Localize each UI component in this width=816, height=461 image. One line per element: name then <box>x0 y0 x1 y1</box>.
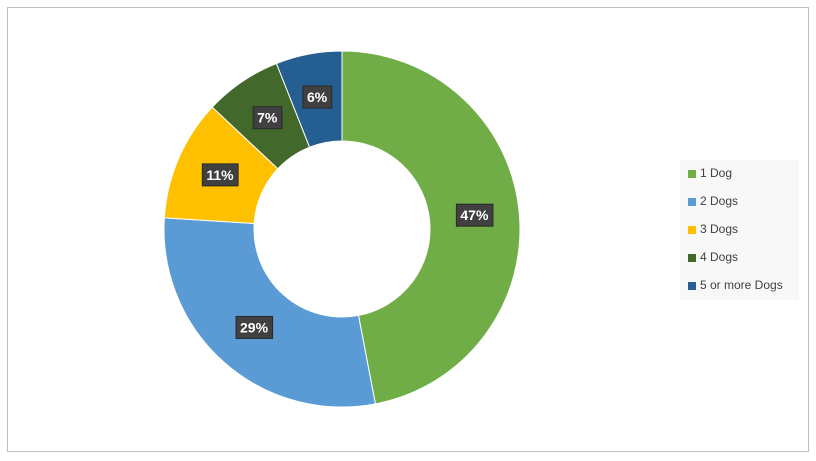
legend-label: 2 Dogs <box>700 194 738 208</box>
legend-swatch <box>688 198 696 206</box>
data-label-box <box>455 203 494 227</box>
legend-box <box>680 160 799 300</box>
legend-swatch <box>688 170 696 178</box>
legend-label: 5 or more Dogs <box>700 278 783 292</box>
data-label: 29% <box>240 319 269 335</box>
legend-swatch <box>688 254 696 262</box>
data-label: 6% <box>307 89 328 105</box>
data-label: 47% <box>460 207 489 223</box>
slice <box>163 217 376 408</box>
data-label-box <box>201 163 239 187</box>
legend-label: 4 Dogs <box>700 250 738 264</box>
legend-swatch <box>688 282 696 290</box>
data-label-box <box>302 85 333 109</box>
data-label-box <box>235 315 274 339</box>
legend-label: 3 Dogs <box>700 222 738 236</box>
slice <box>341 50 521 405</box>
legend-label: 1 Dog <box>700 166 732 180</box>
data-label-box <box>252 106 283 130</box>
data-label: 7% <box>257 110 278 126</box>
data-label: 11% <box>206 167 234 183</box>
legend-swatch <box>688 226 696 234</box>
